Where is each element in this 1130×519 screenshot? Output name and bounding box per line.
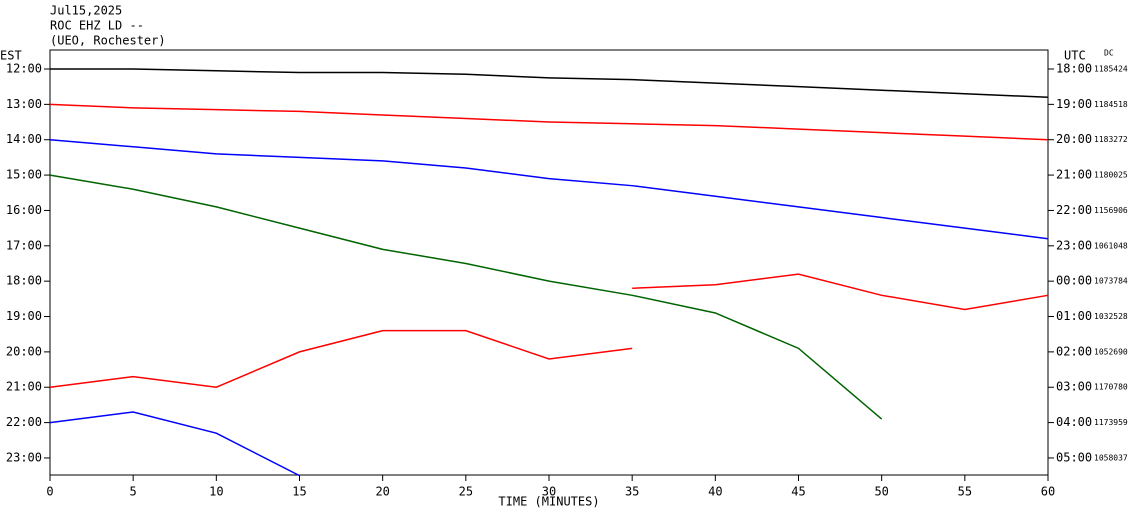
x-tick-label: 25 xyxy=(459,485,473,499)
dc-value: 1170780 xyxy=(1094,383,1128,392)
est-label: 21:00 xyxy=(6,380,42,394)
header-location: (UEO, Rochester) xyxy=(50,34,166,48)
est-label: 20:00 xyxy=(6,344,42,358)
trace xyxy=(50,68,1049,99)
est-label: 14:00 xyxy=(6,132,42,146)
est-label: 16:00 xyxy=(6,203,42,217)
est-label: 23:00 xyxy=(6,450,42,464)
utc-label: 01:00 xyxy=(1056,309,1092,323)
x-tick-label: 30 xyxy=(542,485,556,499)
est-label: 19:00 xyxy=(6,309,42,323)
x-tick-label: 10 xyxy=(209,485,223,499)
x-axis-label: TIME (MINUTES) xyxy=(498,495,599,509)
utc-label: 02:00 xyxy=(1056,344,1092,358)
dc-value: 1173959 xyxy=(1094,418,1128,427)
trace xyxy=(49,103,1049,141)
dc-value: 1184518 xyxy=(1094,100,1128,109)
dc-value: 1185424 xyxy=(1094,65,1128,74)
utc-label: 22:00 xyxy=(1056,203,1092,217)
est-label: 12:00 xyxy=(6,62,42,76)
utc-label: 03:00 xyxy=(1056,380,1092,394)
est-label: 18:00 xyxy=(6,274,42,288)
left-axis-label: EST xyxy=(0,49,22,63)
x-tick-label: 45 xyxy=(791,485,805,499)
plot-frame xyxy=(49,49,1049,476)
dc-value: 1073784 xyxy=(1094,277,1128,286)
x-tick-label: 20 xyxy=(375,485,389,499)
header-station: ROC EHZ LD -- xyxy=(50,19,144,33)
utc-label: 20:00 xyxy=(1056,132,1092,146)
x-tick-label: 50 xyxy=(874,485,888,499)
trace xyxy=(632,273,1049,311)
est-label: 15:00 xyxy=(6,168,42,182)
utc-label: 21:00 xyxy=(1056,168,1092,182)
trace xyxy=(49,411,300,477)
dc-value: 1032528 xyxy=(1094,312,1128,321)
x-tick-label: 0 xyxy=(46,485,53,499)
x-tick-label: 15 xyxy=(292,485,306,499)
x-tick-label: 55 xyxy=(958,485,972,499)
utc-label: 18:00 xyxy=(1056,62,1092,76)
est-label: 22:00 xyxy=(6,415,42,429)
x-tick-label: 60 xyxy=(1041,485,1055,499)
trace xyxy=(49,174,883,420)
utc-label: 05:00 xyxy=(1056,450,1092,464)
trace xyxy=(49,329,633,389)
x-tick-label: 35 xyxy=(625,485,639,499)
est-label: 17:00 xyxy=(6,238,42,252)
dc-label: DC xyxy=(1104,49,1114,58)
est-label: 13:00 xyxy=(6,97,42,111)
dc-value: 1058037 xyxy=(1094,453,1128,462)
dc-value: 1052690 xyxy=(1094,347,1128,356)
dc-value: 1183272 xyxy=(1094,135,1128,144)
header-date: Jul15,2025 xyxy=(50,4,122,18)
dc-value: 1061048 xyxy=(1094,241,1128,250)
utc-label: 23:00 xyxy=(1056,238,1092,252)
x-tick-label: 5 xyxy=(130,485,137,499)
right-axis-label: UTC xyxy=(1064,49,1086,63)
dc-value: 1156906 xyxy=(1094,206,1128,215)
utc-label: 19:00 xyxy=(1056,97,1092,111)
utc-label: 04:00 xyxy=(1056,415,1092,429)
x-tick-label: 40 xyxy=(708,485,722,499)
dc-value: 1180025 xyxy=(1094,171,1128,180)
utc-label: 00:00 xyxy=(1056,274,1092,288)
trace xyxy=(49,138,1049,240)
